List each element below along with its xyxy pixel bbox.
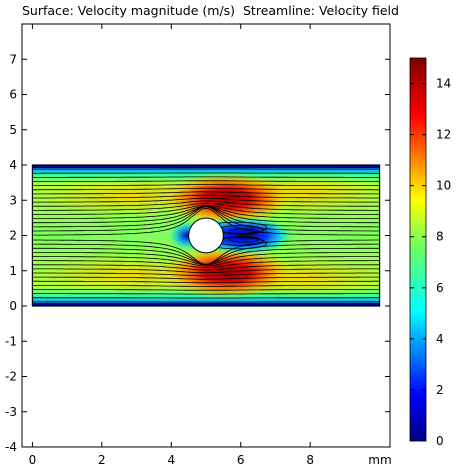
domain-outline xyxy=(31,164,381,307)
y-tick-label: -2 xyxy=(5,370,17,384)
x-tick-label: 0 xyxy=(29,453,37,467)
streamline xyxy=(32,289,380,291)
streamline xyxy=(32,180,380,182)
streamline xyxy=(32,187,380,191)
colorbar-bar xyxy=(409,57,427,442)
streamline xyxy=(32,176,380,178)
colorbar: 0 2 4 6 8 10 12 14 xyxy=(409,57,451,448)
streamline xyxy=(32,293,380,295)
x-tick-label: 8 xyxy=(306,453,314,467)
streamline xyxy=(32,204,380,215)
x-unit-label: mm xyxy=(368,453,391,467)
y-tick-label: 7 xyxy=(9,52,17,66)
colorbar-tick-label: 14 xyxy=(436,77,451,91)
streamline xyxy=(32,239,380,265)
streamlines xyxy=(32,168,380,303)
y-tick-label: -4 xyxy=(5,440,17,454)
streamline xyxy=(32,205,380,220)
streamline xyxy=(32,207,380,236)
streamline xyxy=(32,260,380,269)
y-tick-label: 3 xyxy=(9,193,17,207)
streamline xyxy=(32,256,380,267)
x-tick-label: 4 xyxy=(167,453,175,467)
x-tick-label: 6 xyxy=(237,453,245,467)
streamline xyxy=(32,194,380,199)
y-tick-label: 4 xyxy=(9,158,17,172)
obstacle xyxy=(188,217,224,254)
colorbar-tick-label: 12 xyxy=(436,128,451,142)
y-tick-label: 1 xyxy=(9,264,17,278)
y-tick-label: -1 xyxy=(5,334,17,348)
colorbar-tick-label: 0 xyxy=(436,434,444,448)
axis-ticks: 0 2 4 6 8 mm -4 -3 -2 -1 0 1 2 3 4 5 6 7 xyxy=(5,24,392,467)
y-tick-label: 0 xyxy=(9,299,17,313)
streamline xyxy=(32,280,380,284)
streamline xyxy=(32,200,380,207)
obstacle-circle xyxy=(188,217,224,254)
wake-streamline xyxy=(229,236,260,243)
streamline xyxy=(32,264,380,271)
colorbar-tick-label: 4 xyxy=(436,332,444,346)
streamline xyxy=(32,268,380,274)
x-tick-label: 2 xyxy=(98,453,106,467)
streamline xyxy=(32,191,380,195)
bottom-wall-layer xyxy=(32,303,380,306)
streamline xyxy=(32,184,380,187)
y-tick-label: 2 xyxy=(9,229,17,243)
colorbar-tick-label: 6 xyxy=(436,281,444,295)
streamline xyxy=(32,284,380,287)
streamline xyxy=(32,272,380,277)
colorbar-tick-label: 2 xyxy=(436,383,444,397)
streamline xyxy=(32,276,380,280)
colorbar-tick-label: 8 xyxy=(436,230,444,244)
colorbar-tick-label: 10 xyxy=(436,179,451,193)
y-tick-label: -3 xyxy=(5,405,17,419)
top-wall-layer xyxy=(32,165,380,168)
y-tick-label: 5 xyxy=(9,123,17,137)
wake-streamline xyxy=(229,228,260,235)
plot-title: Surface: Velocity magnitude (m/s) Stream… xyxy=(22,3,399,18)
streamline xyxy=(32,202,380,211)
y-tick-label: 6 xyxy=(9,88,17,102)
streamline xyxy=(32,197,380,203)
